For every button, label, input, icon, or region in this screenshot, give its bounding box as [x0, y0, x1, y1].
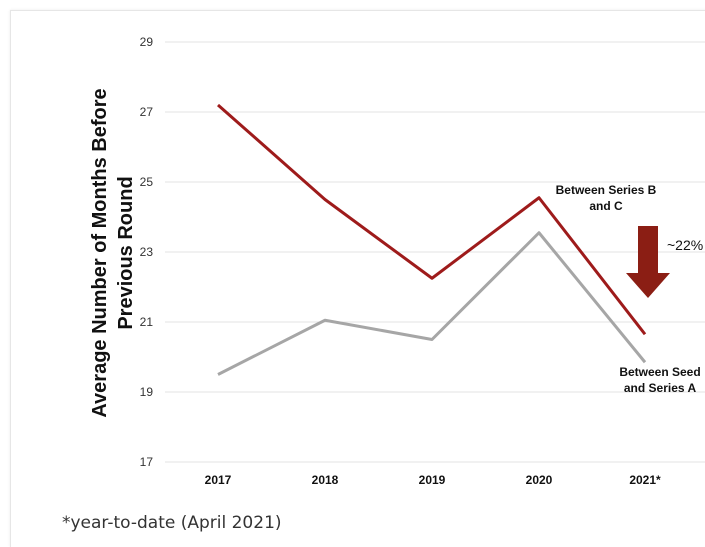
- series-lines: [217, 103, 647, 376]
- seed-a-label: Between Seed and Series A: [619, 365, 700, 395]
- y-axis-label-line-2: Previous Round: [115, 176, 137, 329]
- svg-text:Between Series B: Between Series B: [556, 183, 657, 197]
- x-tick-label: 2021*: [629, 473, 661, 487]
- y-tick-label: 21: [140, 315, 154, 329]
- y-tick-label: 27: [140, 105, 154, 119]
- svg-text:Between Seed: Between Seed: [619, 365, 700, 379]
- series-seed-a-line: [217, 231, 647, 376]
- x-tick-label: 2018: [312, 473, 339, 487]
- annotation-text: ~22%: [667, 237, 703, 253]
- svg-text:and C: and C: [589, 199, 623, 213]
- y-tick-labels: 17 19 21 23 25 27 29: [140, 35, 154, 469]
- series-b-c-label: Between Series B and C: [556, 183, 657, 213]
- chart-card: [10, 10, 705, 547]
- y-tick-label: 19: [140, 385, 154, 399]
- series-b-c-line: [217, 103, 647, 336]
- footnote: *year-to-date (April 2021): [62, 513, 282, 533]
- x-tick-label: 2017: [205, 473, 232, 487]
- y-tick-label: 17: [140, 455, 154, 469]
- svg-text:and Series A: and Series A: [624, 381, 697, 395]
- y-tick-label: 29: [140, 35, 154, 49]
- y-tick-label: 25: [140, 175, 154, 189]
- grid-lines: [165, 41, 705, 463]
- x-tick-label: 2020: [526, 473, 553, 487]
- y-tick-label: 23: [140, 245, 154, 259]
- x-tick-labels: 2017 2018 2019 2020 2021*: [205, 473, 661, 487]
- y-axis-label-line-1: Average Number of Months Before: [89, 88, 111, 417]
- down-arrow-icon: [626, 226, 670, 298]
- x-tick-label: 2019: [419, 473, 446, 487]
